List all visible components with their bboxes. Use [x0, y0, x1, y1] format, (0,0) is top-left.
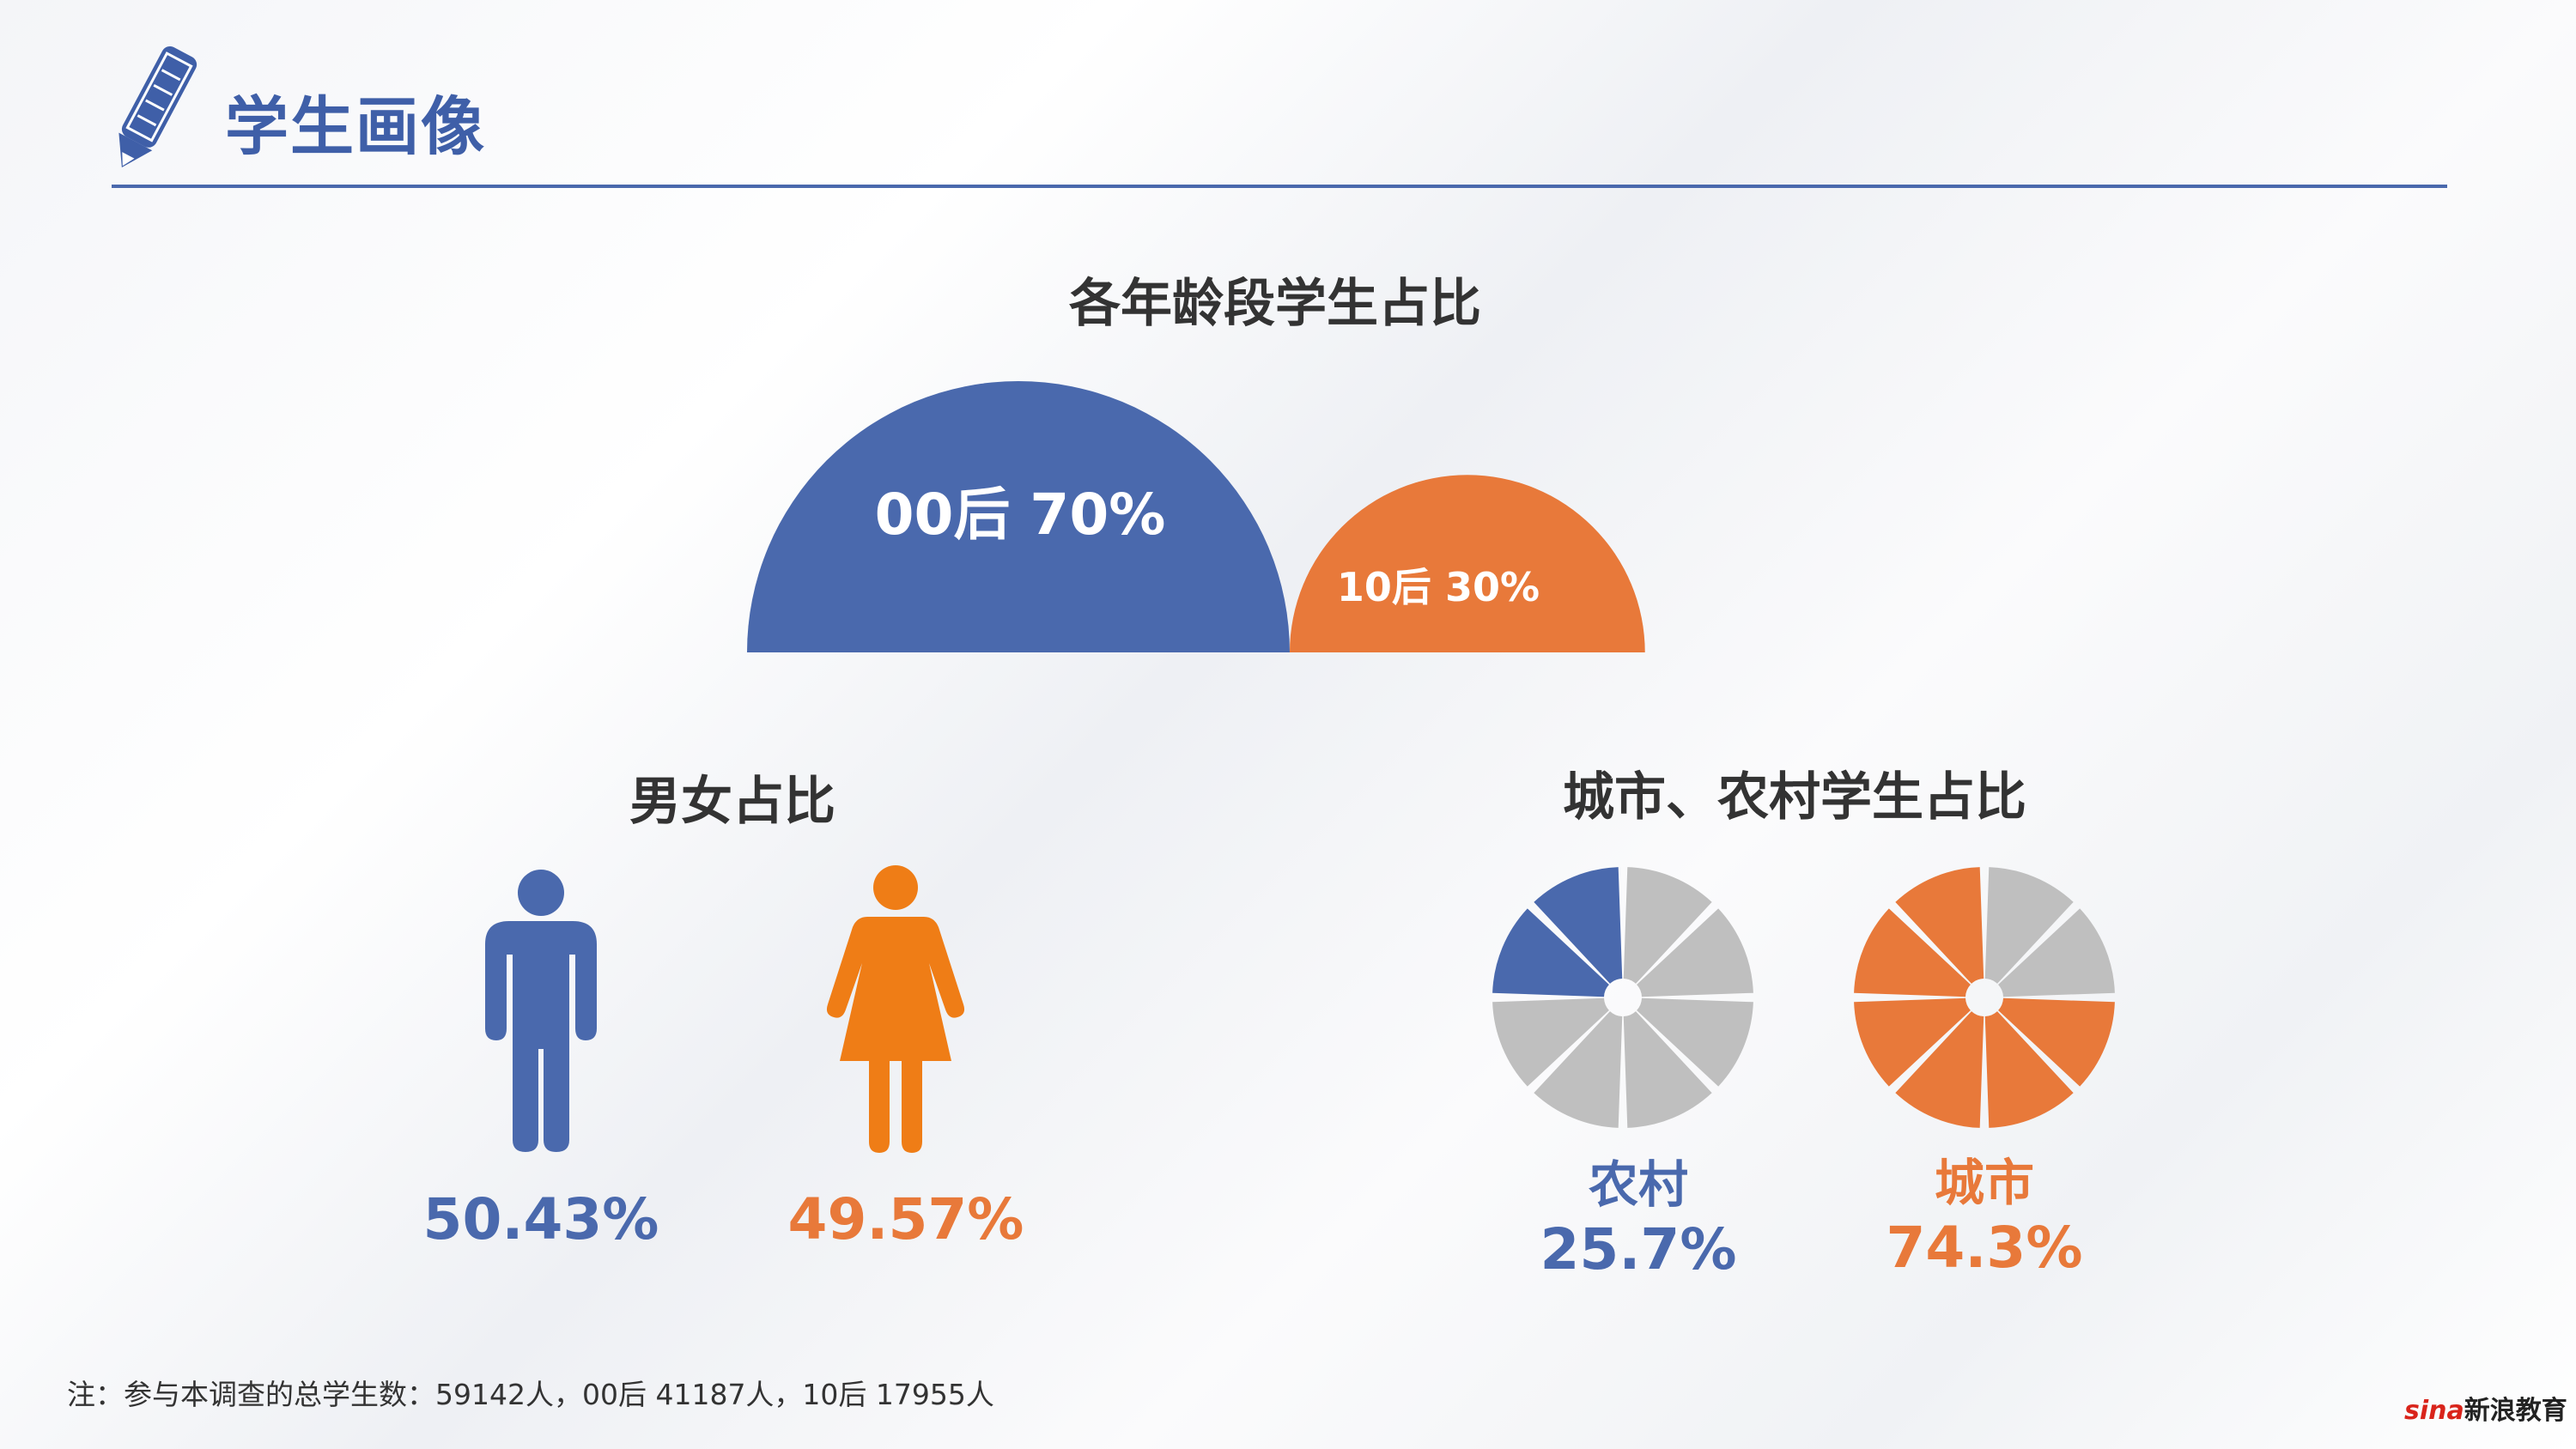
male-percentage: 50.43% [423, 1186, 659, 1252]
page-title: 学生画像 [225, 90, 486, 164]
female-percentage: 49.57% [788, 1186, 1024, 1252]
brand-mark: sina [2404, 1396, 2464, 1426]
brand-name: 新浪教育 [2464, 1396, 2567, 1426]
gender-chart-title: 男女占比 [629, 772, 835, 832]
age-chart: 00后 70% 10后 30% [747, 381, 1645, 652]
rural-pie-wedge [1637, 908, 1753, 997]
pencil-icon [101, 36, 204, 182]
urban-percentage: 74.3% [1886, 1215, 2083, 1281]
urban-pie-wedge [1895, 1011, 1984, 1128]
rural-pie-wedge [1623, 867, 1712, 984]
brand-logo: sina新浪教育 [2404, 1389, 2567, 1427]
rural-pie-chart [1492, 867, 1753, 1128]
age-label-10: 10后 30% [1337, 564, 1540, 610]
age-slice-00 [747, 381, 1290, 652]
male-icon [485, 870, 597, 1152]
age-chart-title: 各年龄段学生占比 [1069, 274, 1481, 334]
urban-pie-wedge [1984, 1011, 2074, 1128]
urban-label: 城市 [1935, 1154, 2034, 1212]
footnote: 注：参与本调查的总学生数：59142人，00后 41187人，10后 17955… [67, 1378, 994, 1411]
urban-pie-wedge [1998, 997, 2115, 1087]
urban-pie-wedge [1854, 997, 1971, 1087]
rural-pie-wedge [1623, 1011, 1712, 1128]
region-chart-title: 城市、农村学生占比 [1563, 767, 2026, 828]
rural-pie-wedge [1492, 997, 1609, 1087]
rural-pie-wedge [1534, 867, 1623, 984]
age-label-00: 00后 70% [875, 482, 1166, 548]
urban-pie-wedge [1854, 908, 1971, 997]
rural-percentage: 25.7% [1540, 1216, 1737, 1282]
urban-pie-wedge [1984, 867, 2074, 984]
urban-pie-wedge [1998, 908, 2115, 997]
rural-pie-wedge [1637, 997, 1753, 1087]
age-slice-10 [1290, 475, 1645, 652]
urban-pie-wedge [1895, 867, 1984, 984]
rural-pie-wedge [1492, 908, 1609, 997]
urban-pie-chart [1854, 867, 2115, 1128]
header-divider [112, 185, 2447, 188]
female-icon [826, 865, 965, 1153]
rural-label: 农村 [1589, 1155, 1688, 1214]
rural-pie-wedge [1534, 1011, 1623, 1128]
